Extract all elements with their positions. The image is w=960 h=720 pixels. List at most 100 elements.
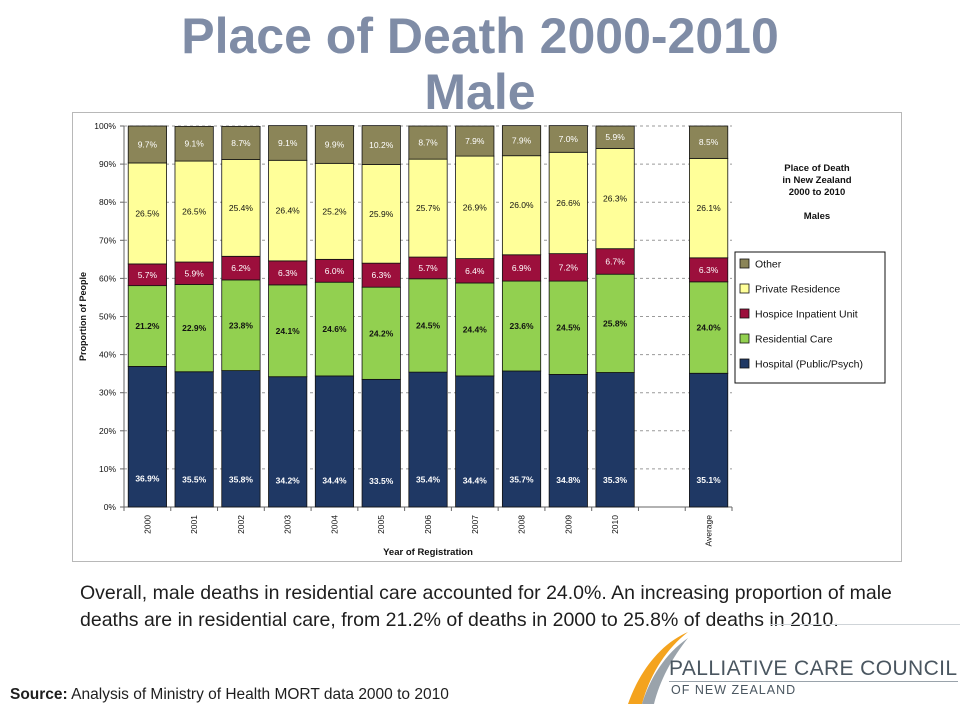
- data-label: 7.9%: [512, 136, 532, 146]
- bar-segment: [548, 125, 588, 153]
- legend-label: Residential Care: [755, 334, 833, 346]
- bar-segment: [455, 282, 495, 377]
- data-label: 23.8%: [229, 320, 254, 330]
- bar-segment: [174, 371, 214, 508]
- data-label: 26.5%: [182, 207, 207, 217]
- x-tick-label: 2002: [236, 515, 246, 534]
- data-label: 5.7%: [418, 263, 438, 273]
- data-label: 26.9%: [463, 202, 488, 212]
- bar-segment: [174, 125, 214, 162]
- bar-segment: [548, 280, 588, 375]
- logo-main-text: PALLIATIVE CARE COUNCIL: [669, 657, 958, 680]
- legend-swatch: [739, 308, 750, 319]
- data-label: 34.4%: [463, 475, 488, 485]
- data-label: 9.9%: [325, 139, 345, 149]
- bar-segment: [501, 280, 542, 372]
- slide-title: Place of Death 2000-2010: [181, 8, 779, 64]
- stacked-bar-chart: 0% 10% 20% 30% 40% 50% 60% 70% 80% 90% 100% 36.9% 21…: [78, 121, 886, 558]
- logo-swoosh-icon: [628, 632, 688, 704]
- data-label: 6.3%: [278, 268, 298, 278]
- bar-segment: [595, 125, 635, 149]
- data-label: 26.0%: [509, 200, 534, 210]
- chart-inner-title: in New Zealand: [782, 175, 851, 186]
- legend-swatch: [739, 358, 750, 369]
- source-label: Source:: [10, 686, 68, 703]
- bar-segment: [314, 162, 355, 260]
- bar-segment: [127, 285, 167, 367]
- x-tick-label: 2001: [189, 515, 199, 534]
- legend-swatch: [739, 258, 750, 269]
- source-text: Analysis of Ministry of Health MORT data…: [67, 686, 449, 703]
- data-label: 8.7%: [418, 138, 438, 148]
- bar-segment: [221, 125, 261, 160]
- data-label: 34.2%: [276, 476, 301, 486]
- data-label: 26.4%: [276, 206, 301, 216]
- data-label: 5.9%: [605, 132, 625, 142]
- data-label: 26.3%: [603, 194, 628, 204]
- data-label: 5.9%: [184, 268, 204, 278]
- data-label: 25.8%: [603, 318, 628, 328]
- data-label: 24.0%: [697, 323, 722, 333]
- y-axis-title: Proportion of People: [78, 272, 88, 361]
- legend-label: Hospice Inpatient Unit: [755, 309, 858, 321]
- x-tick-label: Average: [704, 515, 714, 547]
- y-tick-label: 10%: [99, 464, 116, 474]
- y-tick-label: 0%: [104, 502, 117, 512]
- bar-segment: [501, 155, 542, 256]
- bar-segment: [174, 284, 214, 373]
- bar-segment: [595, 372, 635, 508]
- data-label: 8.5%: [699, 137, 719, 147]
- data-label: 26.1%: [697, 203, 722, 213]
- bar-segment: [314, 281, 355, 377]
- y-tick-label: 50%: [99, 312, 116, 322]
- y-tick-label: 100%: [94, 121, 116, 131]
- logo-sub-text: OF NEW ZEALAND: [671, 683, 797, 697]
- data-label: 24.1%: [276, 326, 301, 336]
- bar-segment: [268, 284, 308, 378]
- chart-inner-title: 2000 to 2010: [789, 187, 846, 198]
- chart-inner-title: Males: [804, 211, 830, 222]
- data-label: 24.6%: [322, 324, 347, 334]
- x-tick-label: 2005: [376, 515, 386, 534]
- data-label: 7.2%: [559, 262, 579, 272]
- bar-segment: [361, 125, 401, 165]
- bar-segment: [408, 371, 448, 508]
- bar-segment: [268, 125, 308, 161]
- data-label: 35.4%: [416, 475, 441, 485]
- bar-segment: [501, 125, 542, 157]
- x-tick-label: 2000: [142, 515, 152, 534]
- bar-segment: [501, 254, 542, 282]
- bar-segment: [127, 366, 167, 508]
- bar-segment: [314, 375, 355, 508]
- source-note: Source: Analysis of Ministry of Health M…: [10, 686, 449, 704]
- y-tick-label: 80%: [99, 197, 116, 207]
- x-tick-label: 2010: [610, 515, 620, 534]
- data-label: 7.9%: [465, 136, 485, 146]
- data-label: 8.7%: [231, 138, 251, 148]
- x-tick-label: 2009: [563, 515, 573, 534]
- data-label: 35.8%: [229, 474, 254, 484]
- bar-segment: [361, 378, 401, 508]
- y-tick-label: 40%: [99, 350, 116, 360]
- bar-segment: [548, 253, 588, 282]
- bar-segment: [689, 125, 729, 159]
- x-tick-label: 2008: [517, 515, 527, 534]
- data-label: 6.4%: [465, 266, 485, 276]
- data-label: 9.1%: [184, 139, 204, 149]
- data-label: 25.7%: [416, 203, 441, 213]
- data-label: 6.9%: [512, 263, 532, 273]
- chart-inner-title: Place of Death: [784, 163, 850, 174]
- bar-segment: [361, 164, 401, 264]
- data-label: 10.2%: [369, 140, 394, 150]
- data-label: 26.6%: [556, 198, 581, 208]
- bar-segment: [268, 260, 308, 286]
- data-label: 33.5%: [369, 476, 394, 486]
- bar-segment: [268, 376, 308, 508]
- data-label: 6.7%: [605, 256, 625, 266]
- y-tick-label: 60%: [99, 273, 116, 283]
- legend-swatch: [739, 283, 750, 294]
- x-tick-label: 2003: [283, 515, 293, 534]
- bar-segment: [408, 158, 448, 258]
- data-label: 9.1%: [278, 138, 298, 148]
- data-label: 7.0%: [559, 134, 579, 144]
